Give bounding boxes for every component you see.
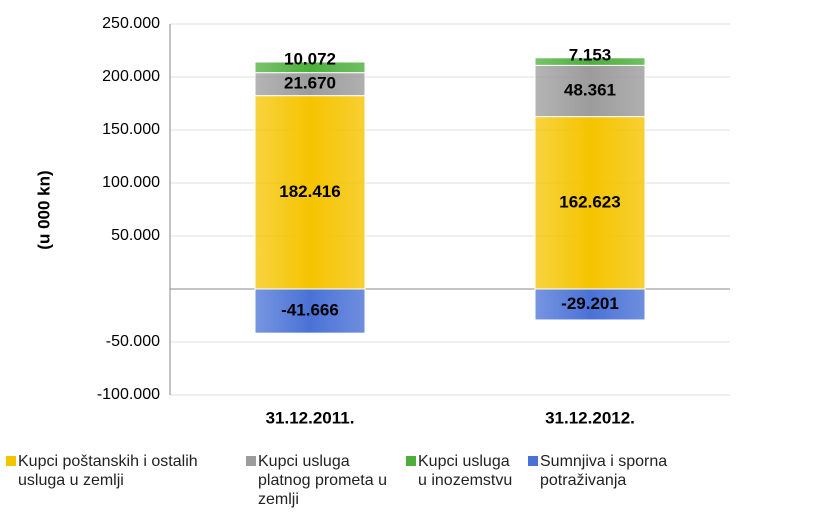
y-tick-label: -100.000 xyxy=(97,386,160,403)
data-label: 7.153 xyxy=(569,45,612,64)
x-tick-label: 31.12.2011. xyxy=(266,408,355,427)
y-tick-label: 150.000 xyxy=(102,121,160,138)
legend: Kupci poštanskih i ostalih usluga u zeml… xyxy=(0,452,825,509)
data-label: 182.416 xyxy=(279,182,340,201)
chart: (u 000 kn) -100.000 -50.000 50.000 100.000 1… xyxy=(34,15,730,427)
y-axis-title: (u 000 kn) xyxy=(34,170,53,249)
legend-item: Kupci usluga platnog prometa u zemlji xyxy=(240,452,400,509)
y-tick-label: 50.000 xyxy=(111,227,160,244)
y-tick-label: 250.000 xyxy=(102,15,160,32)
x-tick-label: 31.12.2012. xyxy=(545,408,635,427)
data-label: 21.670 xyxy=(284,74,336,93)
legend-item: Kupci poštanskih i ostalih usluga u zeml… xyxy=(0,452,240,509)
y-tick-label: 200.000 xyxy=(102,68,160,85)
legend-item: Sumnjiva i sporna potraživanja xyxy=(522,452,682,509)
legend-swatch xyxy=(6,456,16,466)
data-label: -41.666 xyxy=(281,301,339,320)
data-label: 48.361 xyxy=(564,80,616,99)
legend-swatch xyxy=(528,456,538,466)
bar-segment xyxy=(254,288,366,334)
bar-segment xyxy=(254,95,366,290)
bar-segment xyxy=(254,61,366,74)
legend-swatch xyxy=(246,456,256,466)
data-label: 10.072 xyxy=(284,49,336,68)
data-label: 162.623 xyxy=(559,192,620,211)
legend-label: Kupci usluga platnog prometa u zemlji xyxy=(258,453,387,508)
y-tick-label: -50.000 xyxy=(106,333,160,350)
legend-label: Kupci usluga u inozemstvu xyxy=(418,453,513,489)
legend-swatch xyxy=(406,456,416,466)
y-tick-label: 100.000 xyxy=(102,174,160,191)
bar-segment xyxy=(534,288,646,321)
legend-label: Sumnjiva i sporna potraživanja xyxy=(540,453,668,489)
data-label: -29.201 xyxy=(561,294,619,313)
legend-label: Kupci poštanskih i ostalih usluga u zeml… xyxy=(18,453,198,489)
bar-segment xyxy=(534,57,646,66)
legend-item: Kupci usluga u inozemstvu xyxy=(400,452,522,509)
